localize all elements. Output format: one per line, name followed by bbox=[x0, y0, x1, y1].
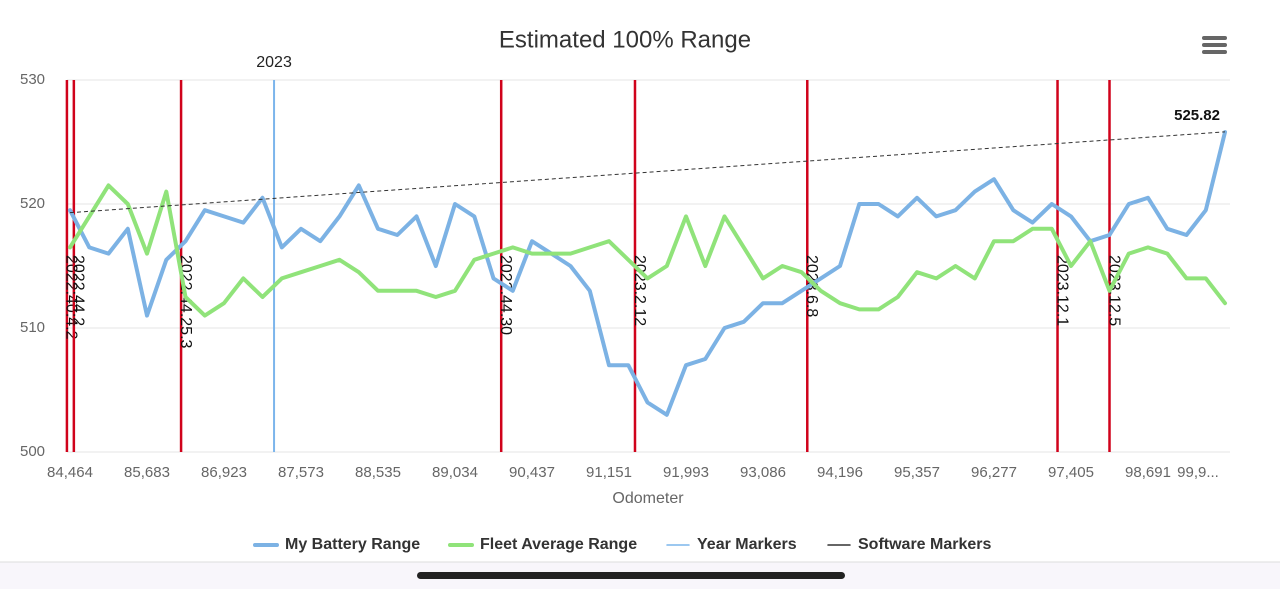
legend-item[interactable]: Software Markers bbox=[827, 536, 991, 553]
legend-label: Software Markers bbox=[858, 536, 991, 553]
menu-bar[interactable] bbox=[1202, 43, 1227, 47]
y-tick-label: 510 bbox=[20, 319, 45, 336]
x-tick-label: 94,196 bbox=[817, 464, 863, 481]
x-tick-label: 85,683 bbox=[124, 464, 170, 481]
menu-bar[interactable] bbox=[1202, 36, 1227, 40]
x-tick-label: 93,086 bbox=[740, 464, 786, 481]
legend-label: Fleet Average Range bbox=[480, 536, 637, 553]
software-marker-label: 2022.44.30 bbox=[497, 255, 514, 335]
y-tick-label: 500 bbox=[20, 443, 45, 460]
x-tick-label: 90,437 bbox=[509, 464, 555, 481]
x-tick-label: 95,357 bbox=[894, 464, 940, 481]
x-tick-label: 86,923 bbox=[201, 464, 247, 481]
x-tick-label: 88,535 bbox=[355, 464, 401, 481]
x-tick-label: 97,405 bbox=[1048, 464, 1094, 481]
x-tick-label: 84,464 bbox=[47, 464, 93, 481]
home-indicator[interactable] bbox=[417, 572, 845, 579]
legend-item[interactable]: Year Markers bbox=[666, 536, 797, 553]
legend-label: Year Markers bbox=[697, 536, 797, 553]
menu-bar[interactable] bbox=[1202, 50, 1227, 54]
software-marker-label: 2022.40.4.2 bbox=[63, 255, 80, 340]
x-tick-label: 96,277 bbox=[971, 464, 1017, 481]
legend-item[interactable]: My Battery Range bbox=[253, 536, 420, 553]
y-tick-label: 520 bbox=[20, 195, 45, 212]
x-tick-label: 87,573 bbox=[278, 464, 324, 481]
year-marker-label: 2023 bbox=[256, 54, 292, 71]
x-tick-label: 99,9... bbox=[1177, 464, 1219, 481]
software-marker-label: 2022.44.2 bbox=[70, 255, 87, 326]
chart-title: Estimated 100% Range bbox=[499, 26, 751, 53]
legend-item[interactable]: Fleet Average Range bbox=[448, 536, 637, 553]
x-tick-label: 91,993 bbox=[663, 464, 709, 481]
trend-label: 525.82 bbox=[1174, 107, 1220, 124]
x-tick-label: 91,151 bbox=[586, 464, 632, 481]
trend-line bbox=[69, 131, 1226, 214]
series-line bbox=[68, 183, 1227, 318]
x-axis-title: Odometer bbox=[612, 490, 684, 507]
legend-label: My Battery Range bbox=[285, 536, 420, 553]
software-marker-label: 2023.12.1 bbox=[1053, 255, 1070, 326]
menu-button[interactable] bbox=[1202, 36, 1227, 54]
series-line bbox=[68, 130, 1227, 417]
x-tick-label: 89,034 bbox=[432, 464, 478, 481]
x-tick-label: 98,691 bbox=[1125, 464, 1171, 481]
y-tick-label: 530 bbox=[20, 71, 45, 88]
